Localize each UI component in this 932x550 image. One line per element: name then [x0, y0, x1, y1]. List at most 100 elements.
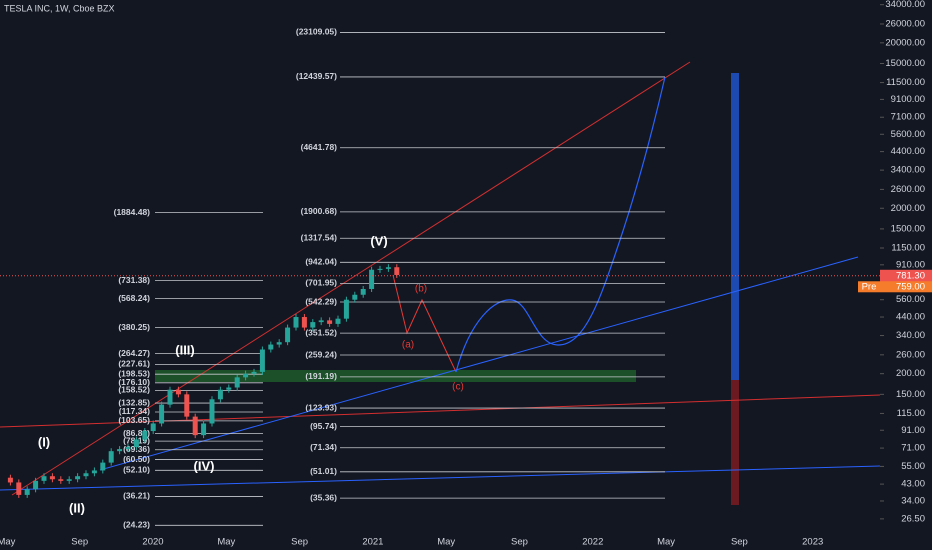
fib-label: (1884.48) [114, 207, 151, 217]
candle [83, 473, 89, 477]
candle [41, 476, 47, 481]
fib-label: (23109.05) [296, 27, 337, 37]
blue-bar [731, 73, 739, 380]
x-tick-label: 2022 [582, 537, 603, 548]
candle [310, 322, 316, 328]
fib-label: (942.04) [305, 257, 337, 267]
x-tick-label: May [437, 537, 455, 548]
y-tick-label: 91.00 [901, 425, 925, 436]
y-tick-label: 43.00 [901, 479, 925, 490]
y-tick-label: 20000.00 [885, 37, 925, 48]
abc-path [392, 274, 457, 373]
fib-label: (4641.78) [301, 142, 338, 152]
candle [150, 423, 156, 432]
candle [7, 477, 13, 483]
candle [234, 377, 240, 388]
candle [377, 268, 383, 270]
last-price-tag [880, 269, 932, 282]
candle [100, 462, 106, 471]
candle [167, 389, 173, 405]
candle [108, 451, 114, 463]
x-tick-label: Sep [291, 537, 308, 548]
y-tick-label: 15000.00 [885, 58, 925, 69]
abc-label: (b) [415, 284, 427, 295]
fib-label: (24.23) [123, 520, 150, 530]
abc-label: (c) [452, 382, 464, 393]
wave-label: (I) [38, 434, 50, 449]
fib-label: (542.29) [305, 296, 337, 306]
blue-base-line [0, 465, 881, 491]
candle [209, 399, 215, 424]
candle [175, 389, 181, 395]
candle [24, 489, 30, 495]
fib-label: (52.10) [123, 465, 150, 475]
candle [276, 342, 282, 345]
pre-price-label: 759.00 [896, 281, 925, 292]
chart-title: TESLA INC, 1W, Cboe BZX [4, 3, 115, 13]
fib-label: (117.34) [119, 406, 150, 416]
fib-label: (568.24) [118, 293, 150, 303]
x-tick-label: 2023 [802, 537, 823, 548]
fib-label: (35.36) [310, 492, 337, 502]
candle [133, 439, 139, 448]
y-tick-label: 2000.00 [891, 203, 925, 214]
candle [217, 389, 223, 400]
candle [293, 317, 299, 328]
candle [301, 317, 307, 328]
drawings [0, 61, 881, 505]
fib-label: (351.52) [305, 327, 337, 337]
wave-label: (III) [175, 342, 195, 357]
y-tick-label: 1150.00 [891, 243, 925, 254]
candle [335, 318, 341, 324]
fib-label: (86.86) [123, 428, 150, 438]
candle [243, 373, 249, 378]
candle [117, 449, 123, 452]
last-price-label: 781.30 [896, 270, 925, 281]
red-flat-line [0, 394, 881, 428]
y-tick-label: 1500.00 [891, 223, 925, 234]
candle [75, 476, 81, 480]
red-bar [731, 380, 739, 505]
candle [125, 447, 131, 450]
fib-label: (380.25) [118, 322, 150, 332]
pre-label: Pre [862, 281, 877, 292]
candle [16, 482, 22, 495]
candle [142, 431, 148, 440]
fib-label: (701.95) [305, 278, 337, 288]
candle [58, 479, 64, 481]
fib-label: (176.10) [118, 377, 150, 387]
y-tick-label: 26.50 [901, 513, 925, 524]
candle [259, 349, 265, 372]
y-tick-label: 11500.00 [886, 77, 925, 88]
y-tick-label: 34000.00 [885, 0, 925, 10]
candle [268, 344, 274, 350]
fib-label: (123.93) [305, 402, 337, 412]
y-tick-label: 5600.00 [891, 129, 925, 140]
y-tick-label: 910.00 [896, 259, 925, 270]
x-tick-label: Sep [71, 537, 88, 548]
candle [318, 320, 324, 323]
pre-price-tag [880, 281, 932, 293]
fib-label: (60.50) [123, 454, 150, 464]
fib-label: (227.61) [118, 359, 150, 369]
fib-label: (731.38) [118, 275, 150, 285]
wave-label: (II) [69, 500, 85, 515]
fib-label: (71.34) [310, 442, 337, 452]
candle [66, 479, 72, 481]
y-tick-label: 3400.00 [891, 165, 925, 176]
fib-label: (198.53) [118, 368, 150, 378]
x-tick-label: Sep [511, 537, 528, 548]
y-tick-label: 150.00 [896, 389, 925, 400]
candle [394, 267, 400, 275]
candle [385, 267, 391, 269]
candle [192, 416, 198, 436]
fib-label: (95.74) [310, 421, 337, 431]
y-tick-label: 55.00 [901, 461, 925, 472]
wave-label: (V) [370, 233, 387, 248]
candle [91, 470, 97, 474]
candle [327, 320, 333, 324]
fib-label: (158.52) [118, 385, 150, 395]
candle [159, 404, 165, 424]
